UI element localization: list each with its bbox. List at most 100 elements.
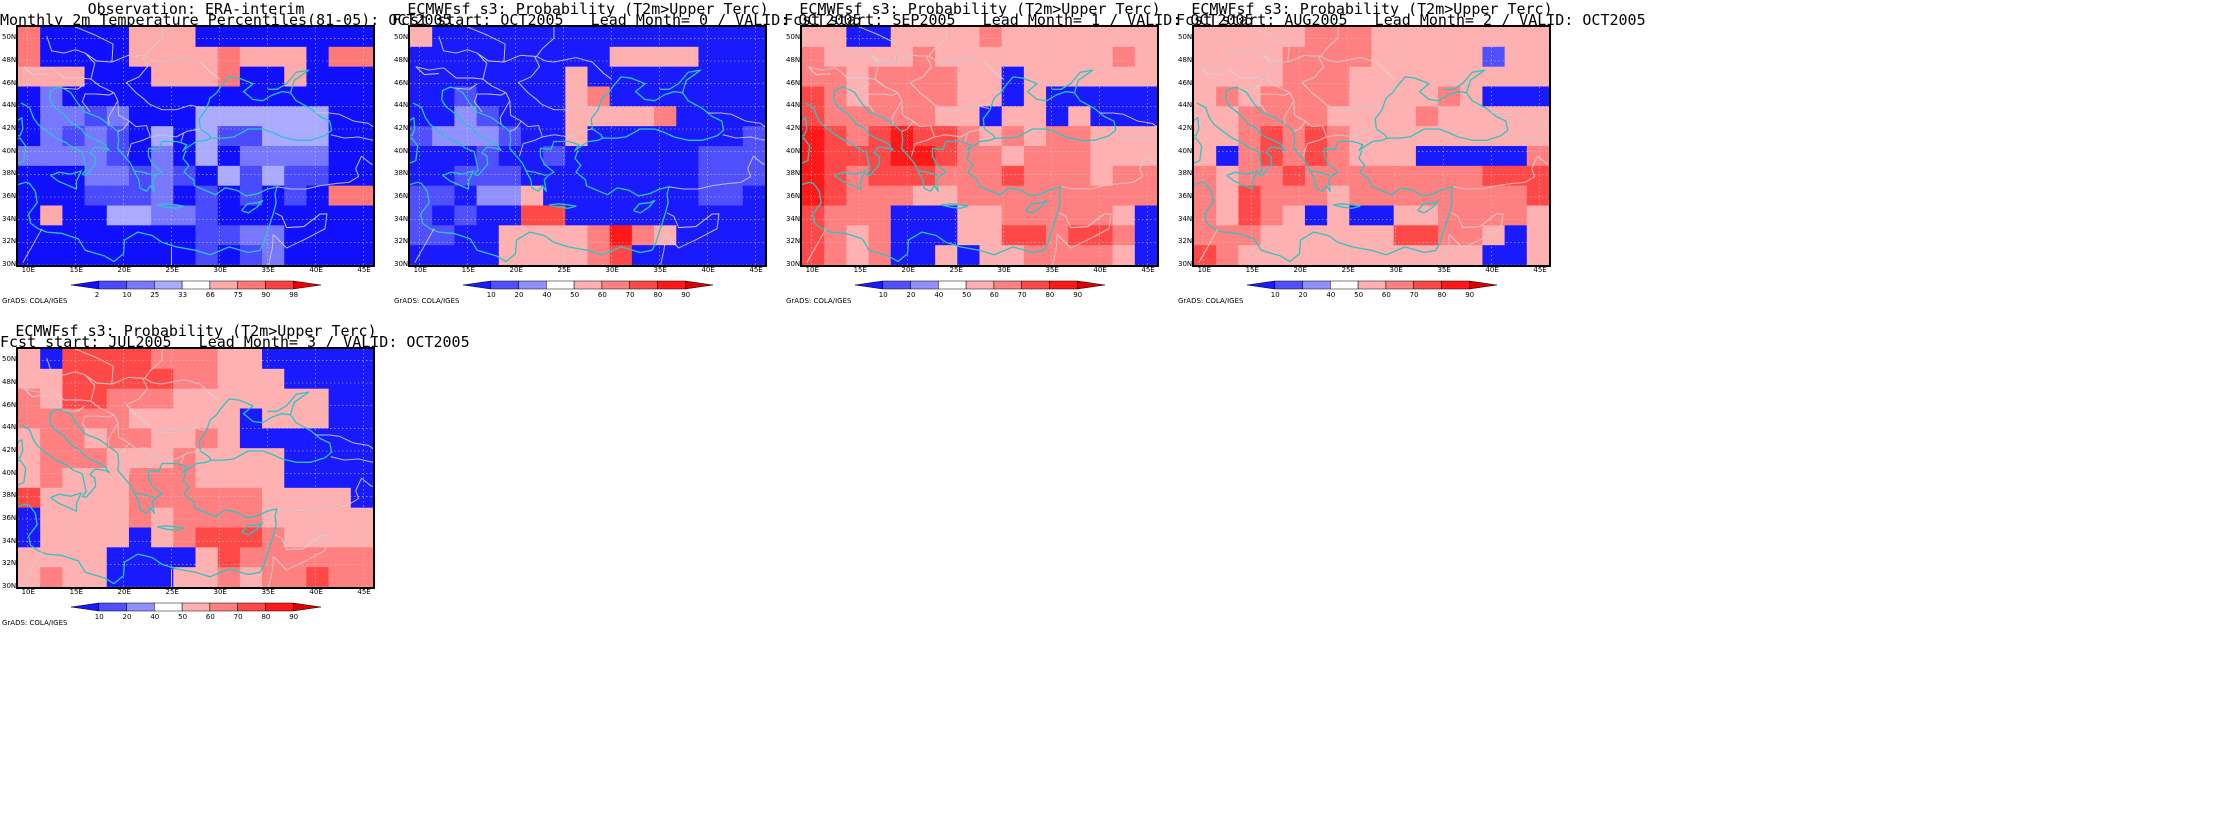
grid-cell (1349, 205, 1372, 226)
grid-cell (195, 507, 219, 528)
lon-tick-label: 45E (1533, 266, 1547, 274)
grid-cell (1001, 225, 1025, 246)
grid-cell (1068, 185, 1091, 206)
lon-tick-label: 35E (1437, 266, 1451, 274)
grid-cell (1460, 27, 1483, 48)
grid-cell (106, 487, 130, 509)
grid-cell (350, 86, 373, 107)
grid-cell (654, 185, 677, 206)
country-border-outline (361, 156, 373, 165)
grid-cell (40, 27, 63, 48)
colorbar-label: 20 (514, 291, 524, 299)
grid-cell (18, 388, 41, 409)
grid-cell (410, 27, 433, 48)
coastline (442, 170, 474, 190)
lon-tick-label: 10E (805, 266, 819, 274)
lat-tick-label: 42N (2, 124, 17, 132)
country-border-outline (707, 112, 765, 141)
colorbar-segment (1468, 280, 1498, 290)
lon-tick-label: 15E (69, 266, 83, 274)
map-frame (16, 25, 375, 267)
grid-cell (1327, 165, 1350, 187)
grid-cell (676, 225, 699, 246)
grid-cell (609, 205, 633, 226)
grid-cell (106, 27, 130, 48)
country-border-outline (117, 120, 130, 132)
grid-cell (824, 225, 847, 246)
grid-cell (128, 468, 152, 489)
country-border-outline (268, 234, 274, 265)
grid-cell (62, 106, 85, 127)
grid-cell (306, 547, 330, 568)
grid-cell (239, 428, 263, 449)
lat-tick-label: 32N (1178, 237, 1193, 246)
country-border-outline (273, 212, 328, 249)
lat-tick-label: 44N (786, 101, 801, 110)
grid-cell (654, 27, 677, 48)
coastline (590, 76, 725, 141)
grid-cell (62, 185, 85, 206)
grid-cell (350, 225, 373, 246)
coastline (50, 170, 82, 190)
grid-cell (84, 46, 108, 68)
grid-cell (40, 388, 63, 409)
grid-cell (1349, 106, 1372, 127)
grid-cell (1371, 106, 1395, 127)
lon-tick-label: 35E (261, 588, 275, 596)
lat-tick-label: 32N (2, 559, 17, 568)
panel-title: ECMWFsf s3: Probability (T2m>Upper Terc) (799, 0, 1161, 18)
grid-cell (1023, 205, 1047, 226)
grid-cell (654, 245, 677, 265)
grid-cell (262, 507, 285, 528)
grid-cell (824, 205, 847, 226)
grid-cell (1134, 205, 1157, 226)
lat-tick-label: 38N (394, 169, 409, 178)
grid-cell (979, 225, 1003, 246)
colorbar-segment (1021, 280, 1050, 290)
coastline (62, 87, 212, 192)
grid-cell (802, 165, 825, 187)
grid-cell (151, 527, 174, 548)
grid-cell (565, 185, 588, 206)
country-border-outline (315, 112, 373, 141)
grid-cell (1260, 185, 1284, 206)
grid-cell (1327, 225, 1350, 246)
grid-cell (1304, 165, 1328, 187)
colorbar-label: 80 (1437, 291, 1447, 299)
country-border-outline (1251, 27, 1290, 63)
lat-tick-label: 50N (786, 33, 801, 42)
colorbar-segment (154, 280, 183, 290)
grid-cell (1112, 225, 1136, 246)
grid-cell (520, 46, 544, 68)
grid-cell (128, 349, 152, 370)
grid-cell (1260, 66, 1284, 87)
grid-cell (1216, 185, 1239, 206)
colorbar-label: 60 (597, 291, 607, 299)
lon-tick-label: 35E (261, 266, 275, 274)
grid-cell (1090, 126, 1114, 147)
grid-cell (498, 245, 522, 265)
grid-cell (1526, 245, 1549, 265)
grid-cell (173, 368, 196, 390)
grid-cell (195, 106, 219, 127)
grid-cell (565, 245, 588, 265)
grid-cell (432, 205, 455, 226)
grid-cell (631, 46, 655, 68)
grid-cell (543, 146, 566, 167)
coastline (18, 117, 24, 137)
grid-cell (1460, 245, 1483, 265)
lon-tick-label: 45E (749, 266, 763, 274)
grid-cell (128, 205, 152, 226)
colorbar-label: 40 (1326, 291, 1336, 299)
grid-cell (1415, 205, 1439, 226)
country-border-outline (23, 66, 47, 75)
panel-title: ECMWFsf s3: Probability (T2m>Upper Terc) (15, 322, 377, 340)
grid-cell (846, 106, 869, 127)
grid-cell (935, 225, 958, 246)
lat-tick-label: 34N (394, 214, 409, 223)
grid-cell (1112, 66, 1136, 87)
grid-cell (151, 46, 174, 68)
grid-cell (410, 165, 433, 187)
grid-cell (284, 448, 307, 469)
grid-cell (432, 27, 455, 48)
